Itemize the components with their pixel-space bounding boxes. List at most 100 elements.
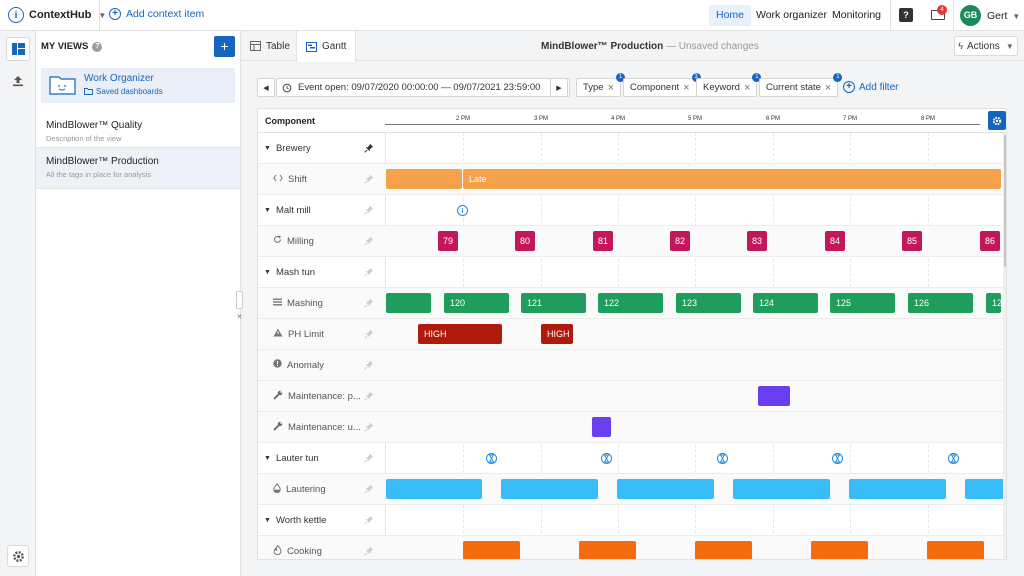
gantt-settings-button[interactable] — [988, 111, 1006, 130]
hourglass-marker-icon[interactable] — [601, 453, 612, 464]
actions-button[interactable]: ϟ Actions ▼ — [954, 36, 1018, 56]
row-label-text: Mashing — [287, 297, 323, 309]
milling-event[interactable]: 81 — [593, 231, 613, 251]
milling-event[interactable]: 83 — [747, 231, 767, 251]
lautering-event[interactable] — [617, 479, 714, 499]
pin-icon[interactable] — [364, 360, 374, 370]
lautering-event[interactable] — [849, 479, 946, 499]
hourglass-marker-icon[interactable] — [948, 453, 959, 464]
cooking-event[interactable] — [463, 541, 520, 559]
help-icon[interactable]: ? — [899, 8, 913, 22]
milling-event[interactable]: 79 — [438, 231, 458, 251]
maintenance-unplanned-event[interactable] — [592, 417, 611, 437]
group-toggle[interactable]: ▼ Brewery — [264, 133, 311, 163]
add-context-item-button[interactable]: + Add context item — [109, 8, 204, 20]
refresh-icon — [273, 235, 282, 247]
tab-gantt[interactable]: Gantt — [296, 31, 357, 62]
event-range-picker[interactable]: Event open: 09/07/2020 00:00:00 — 09/07/… — [276, 78, 570, 97]
upload-rail-button[interactable] — [6, 69, 30, 93]
milling-event[interactable]: 86 — [980, 231, 1000, 251]
vertical-scrollbar[interactable] — [1003, 133, 1006, 559]
pin-icon[interactable] — [364, 174, 374, 184]
group-toggle[interactable]: ▼ Malt mill — [264, 195, 311, 225]
cooking-event[interactable] — [695, 541, 752, 559]
pin-icon[interactable] — [364, 298, 374, 308]
next-period-button[interactable]: ▶ — [550, 78, 568, 97]
view-item-quality[interactable]: MindBlower™ Quality Description of the v… — [36, 112, 240, 152]
pin-icon[interactable] — [364, 453, 374, 463]
pin-icon[interactable] — [364, 267, 374, 277]
mashing-event[interactable]: 121 — [521, 293, 586, 313]
lautering-event[interactable] — [733, 479, 830, 499]
milling-event[interactable]: 82 — [670, 231, 690, 251]
pin-icon[interactable] — [364, 484, 374, 494]
pin-icon[interactable] — [364, 515, 374, 525]
filter-chip-current-state[interactable]: Current state × 1 — [759, 73, 843, 97]
help-circle-icon[interactable]: ? — [92, 41, 103, 52]
ph-limit-event[interactable]: HIGH — [541, 324, 573, 344]
filter-chip-type[interactable]: Type × 1 — [576, 73, 626, 97]
milling-event[interactable]: 85 — [902, 231, 922, 251]
group-toggle[interactable]: ▼ Worth kettle — [264, 505, 326, 535]
shift-bar[interactable]: Late — [463, 169, 1001, 189]
previous-period-button[interactable]: ◀ — [257, 78, 275, 97]
cooking-event[interactable] — [579, 541, 636, 559]
mashing-event[interactable]: 122 — [598, 293, 663, 313]
shift-bar[interactable] — [386, 169, 462, 189]
pin-icon[interactable] — [364, 546, 374, 556]
mashing-event[interactable]: 120 — [444, 293, 509, 313]
view-item-production[interactable]: MindBlower™ Production All the tags in p… — [36, 148, 240, 188]
hourglass-marker-icon[interactable] — [832, 453, 843, 464]
pin-icon[interactable] — [364, 143, 374, 153]
saved-dashboards-label: Saved dashboards — [96, 87, 163, 96]
hourglass-marker-icon[interactable] — [717, 453, 728, 464]
pin-icon[interactable] — [364, 329, 374, 339]
nav-monitoring[interactable]: Monitoring — [832, 9, 882, 21]
settings-button[interactable] — [7, 545, 29, 567]
views-rail-button[interactable] — [6, 37, 30, 61]
scrollbar-thumb[interactable] — [1004, 135, 1006, 267]
work-organizer-card[interactable]: Work Organizer Saved dashboards — [41, 68, 235, 103]
maintenance-planned-event[interactable] — [758, 386, 790, 406]
close-icon[interactable]: × — [683, 81, 690, 94]
mashing-event[interactable]: 125 — [830, 293, 895, 313]
collapse-sidebar-icon[interactable]: ✕ — [236, 314, 243, 321]
tab-table[interactable]: Table — [241, 31, 299, 61]
gear-icon — [992, 116, 1002, 125]
mashing-event[interactable]: 126 — [908, 293, 973, 313]
pin-icon[interactable] — [364, 205, 374, 215]
group-toggle[interactable]: ▼ Mash tun — [264, 257, 315, 287]
info-marker-icon[interactable] — [457, 205, 468, 216]
ph-limit-event[interactable]: HIGH — [418, 324, 502, 344]
pin-icon[interactable] — [364, 422, 374, 432]
group-toggle[interactable]: ▼ Lauter tun — [264, 443, 319, 473]
add-filter-button[interactable]: + Add filter — [843, 81, 898, 93]
app-switcher[interactable]: i ContextHub ▼ — [8, 7, 106, 23]
lautering-event[interactable] — [965, 479, 1005, 499]
milling-event[interactable]: 80 — [515, 231, 535, 251]
lautering-event[interactable] — [501, 479, 598, 499]
saved-dashboards-link[interactable]: Saved dashboards — [84, 87, 163, 96]
milling-event[interactable]: 84 — [825, 231, 845, 251]
sidebar-resize-handle[interactable] — [236, 291, 243, 309]
pin-icon[interactable] — [364, 236, 374, 246]
cooking-event[interactable] — [927, 541, 984, 559]
pin-icon[interactable] — [364, 391, 374, 401]
cooking-event[interactable] — [811, 541, 868, 559]
close-icon[interactable]: × — [607, 81, 615, 94]
add-view-button[interactable]: + — [214, 36, 235, 57]
filter-chip-keyword[interactable]: Keyword × 1 — [696, 73, 762, 97]
close-icon[interactable]: × — [743, 81, 751, 94]
close-icon[interactable]: × — [824, 81, 832, 94]
nav-work-organizer[interactable]: Work organizer — [756, 9, 827, 21]
user-menu[interactable]: Gert ▼ — [987, 10, 1020, 22]
nav-home[interactable]: Home — [709, 5, 752, 26]
hourglass-marker-icon[interactable] — [486, 453, 497, 464]
mashing-event[interactable] — [386, 293, 431, 313]
avatar[interactable]: GB — [960, 5, 981, 26]
mashing-event[interactable]: 123 — [676, 293, 741, 313]
mashing-event[interactable]: 124 — [753, 293, 818, 313]
mashing-event[interactable]: 12 — [986, 293, 1001, 313]
lautering-event[interactable] — [386, 479, 482, 499]
filter-chip-component[interactable]: Component × 3 — [623, 73, 701, 97]
